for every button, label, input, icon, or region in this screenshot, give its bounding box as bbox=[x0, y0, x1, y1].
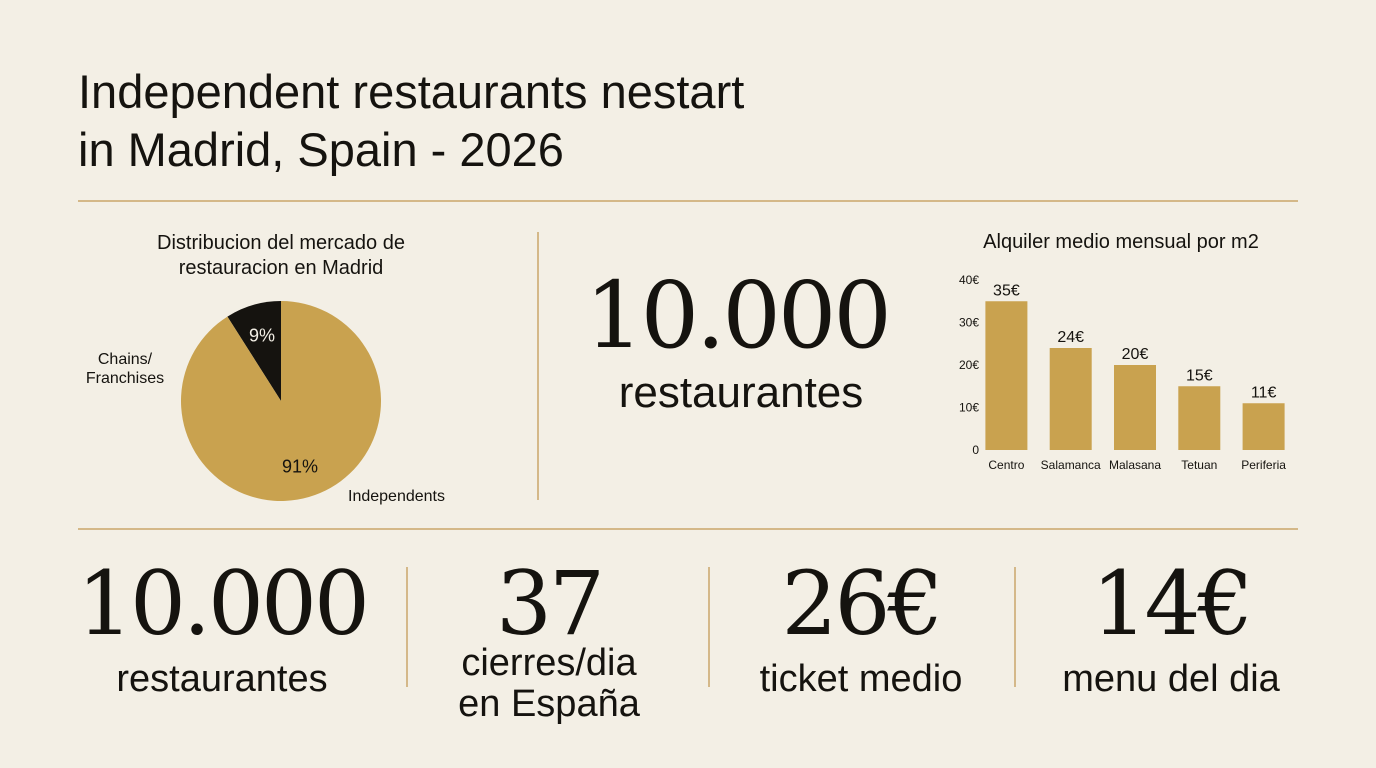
page-title: in Madrid, Spain - 2026 bbox=[78, 123, 564, 176]
chart-title: Distribucion del mercado de restauracion … bbox=[157, 232, 405, 279]
stat-label: cierres/dia bbox=[461, 642, 637, 684]
stat-value: 37 bbox=[496, 552, 602, 655]
chart-title: Alquiler medio mensual por m2 bbox=[983, 231, 1259, 253]
data-label: 24€ bbox=[1057, 329, 1084, 346]
pie-slice bbox=[180, 300, 381, 501]
x-tick-label: Centro bbox=[988, 458, 1024, 472]
bar bbox=[1114, 365, 1156, 450]
bar bbox=[1049, 348, 1092, 450]
category-label: Chains/Franchises bbox=[86, 351, 164, 387]
bar bbox=[985, 301, 1028, 450]
data-label: 11€ bbox=[1251, 384, 1277, 401]
pie-slice bbox=[227, 301, 281, 401]
stat-value: 14€ bbox=[1092, 552, 1251, 655]
data-label: 20€ bbox=[1122, 346, 1149, 363]
data-label: 15€ bbox=[1186, 367, 1213, 384]
data-label: 9% bbox=[249, 326, 275, 346]
headline-label: restaurantes bbox=[619, 368, 864, 417]
stat-label: en España bbox=[458, 683, 641, 725]
stat-label: menu del dia bbox=[1062, 658, 1280, 700]
x-tick-label: Tetuan bbox=[1181, 458, 1217, 472]
y-tick-label: 20€ bbox=[959, 358, 979, 372]
stat-label: restaurantes bbox=[116, 658, 327, 700]
y-tick-label: 10€ bbox=[959, 401, 979, 415]
bar bbox=[1178, 386, 1221, 450]
x-tick-label: Malasana bbox=[1109, 458, 1161, 472]
data-label: 35€ bbox=[993, 282, 1020, 299]
data-label: 91% bbox=[282, 456, 318, 476]
stat-value: 10.000 bbox=[77, 552, 367, 655]
x-tick-label: Periferia bbox=[1241, 458, 1286, 472]
headline-value: 10.000 bbox=[585, 262, 889, 369]
stat-label: ticket medio bbox=[760, 658, 963, 700]
page-title: Independent restaurants nestart bbox=[78, 65, 744, 118]
y-tick-label: 30€ bbox=[959, 316, 979, 330]
bar bbox=[1242, 403, 1285, 450]
y-tick-label: 40€ bbox=[959, 273, 979, 287]
category-label: Independents bbox=[348, 488, 445, 505]
x-tick-label: Salamanca bbox=[1041, 458, 1101, 472]
y-tick-label: 0 bbox=[972, 443, 979, 457]
stat-value: 26€ bbox=[782, 552, 941, 655]
